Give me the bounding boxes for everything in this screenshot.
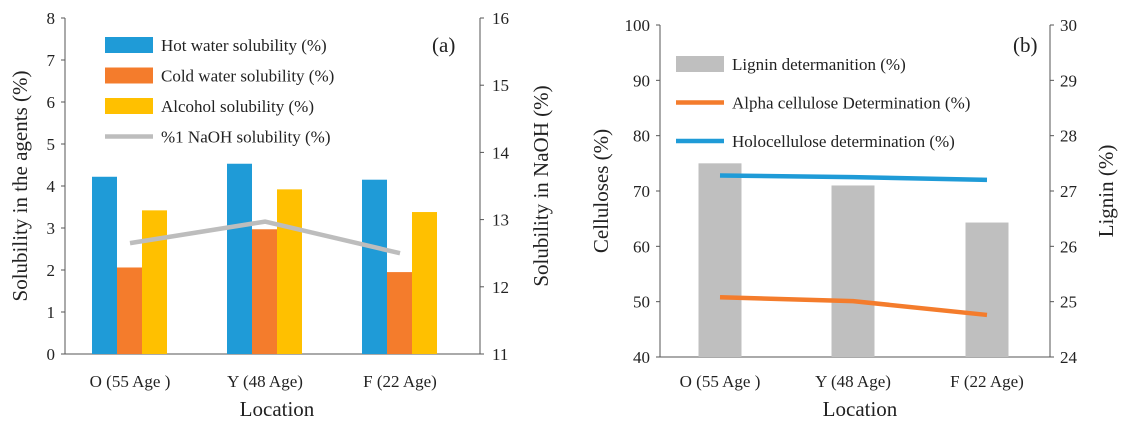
y-tick-label: 0 [47, 345, 56, 364]
bar-0-1 [831, 185, 875, 357]
legend-label: Alcohol solubility (%) [161, 97, 314, 116]
bar-1-0 [117, 267, 142, 354]
x-tick-label: O (55 Age ) [680, 372, 761, 391]
legend-swatch [105, 98, 153, 114]
y-tick-label: 70 [633, 182, 650, 201]
y-tick-label: 7 [47, 51, 56, 70]
legend-label: Holocellulose determination (%) [732, 132, 955, 151]
x-tick-label: Y (48 Age) [815, 372, 891, 391]
x-axis-title: Location [240, 397, 315, 421]
y2-tick-label: 11 [492, 345, 508, 364]
y-tick-label: 4 [47, 177, 56, 196]
y2-axis-title: Lignin (%) [1094, 145, 1118, 238]
bar-0-2 [362, 179, 387, 354]
legend-label: Cold water solubility (%) [161, 67, 334, 86]
x-tick-label: F (22 Age) [950, 372, 1024, 391]
legend-label: Hot water solubility (%) [161, 36, 327, 55]
bar-2-0 [142, 210, 167, 354]
panel-label: (b) [1013, 33, 1038, 57]
y2-tick-label: 12 [492, 278, 509, 297]
legend-label: Lignin determanition (%) [732, 55, 906, 74]
y-tick-label: 100 [625, 16, 651, 35]
bar-0-0 [698, 163, 742, 357]
y2-tick-label: 14 [492, 143, 510, 162]
legend-swatch [105, 37, 153, 53]
y2-tick-label: 16 [492, 9, 509, 28]
y-tick-label: 50 [633, 293, 650, 312]
y-tick-label: 90 [633, 71, 650, 90]
y2-tick-label: 25 [1060, 293, 1077, 312]
x-tick-label: F (22 Age) [363, 372, 437, 391]
y-tick-label: 2 [47, 261, 56, 280]
bar-1-1 [252, 229, 277, 354]
y-axis-title: Celluloses (%) [589, 129, 613, 253]
bar-2-1 [277, 189, 302, 354]
y2-tick-label: 24 [1060, 348, 1078, 367]
y-tick-label: 60 [633, 237, 650, 256]
y2-tick-label: 27 [1060, 182, 1078, 201]
y-tick-label: 6 [47, 93, 56, 112]
y2-axis-title: Solubility in NaOH (%) [529, 85, 553, 286]
y-tick-label: 8 [47, 9, 56, 28]
bar-0-2 [965, 222, 1009, 357]
series-line-3 [129, 219, 401, 256]
legend-label: Alpha cellulose Determination (%) [732, 94, 970, 113]
series-line-2 [719, 173, 988, 183]
y2-tick-label: 28 [1060, 127, 1077, 146]
x-axis-title: Location [823, 397, 898, 421]
y2-tick-label: 30 [1060, 16, 1077, 35]
legend-swatch [105, 67, 153, 84]
legend-label: %1 NaOH solubility (%) [161, 128, 331, 147]
x-tick-label: O (55 Age ) [90, 372, 171, 391]
bar-0-0 [92, 176, 117, 354]
x-tick-label: Y (48 Age) [227, 372, 303, 391]
y-axis-title: Solubility in the agents (%) [8, 71, 32, 302]
y2-tick-label: 26 [1060, 237, 1077, 256]
panel-label: (a) [432, 33, 455, 57]
bar-2-2 [412, 212, 437, 354]
y-tick-label: 3 [47, 219, 56, 238]
legend-swatch [676, 56, 724, 72]
y-tick-label: 1 [47, 303, 56, 322]
series-line-1 [719, 294, 988, 318]
y2-tick-label: 29 [1060, 71, 1077, 90]
y2-tick-label: 13 [492, 211, 509, 230]
y2-tick-label: 15 [492, 76, 509, 95]
panel-b: 40 50 60 70 80 90 100 24 25 26 27 28 29 30 O (55 Age )… [589, 16, 1118, 421]
y-tick-label: 5 [47, 135, 56, 154]
y-tick-label: 40 [633, 348, 650, 367]
bar-0-1 [227, 163, 252, 354]
bar-1-2 [387, 272, 412, 354]
y-tick-label: 80 [633, 127, 650, 146]
